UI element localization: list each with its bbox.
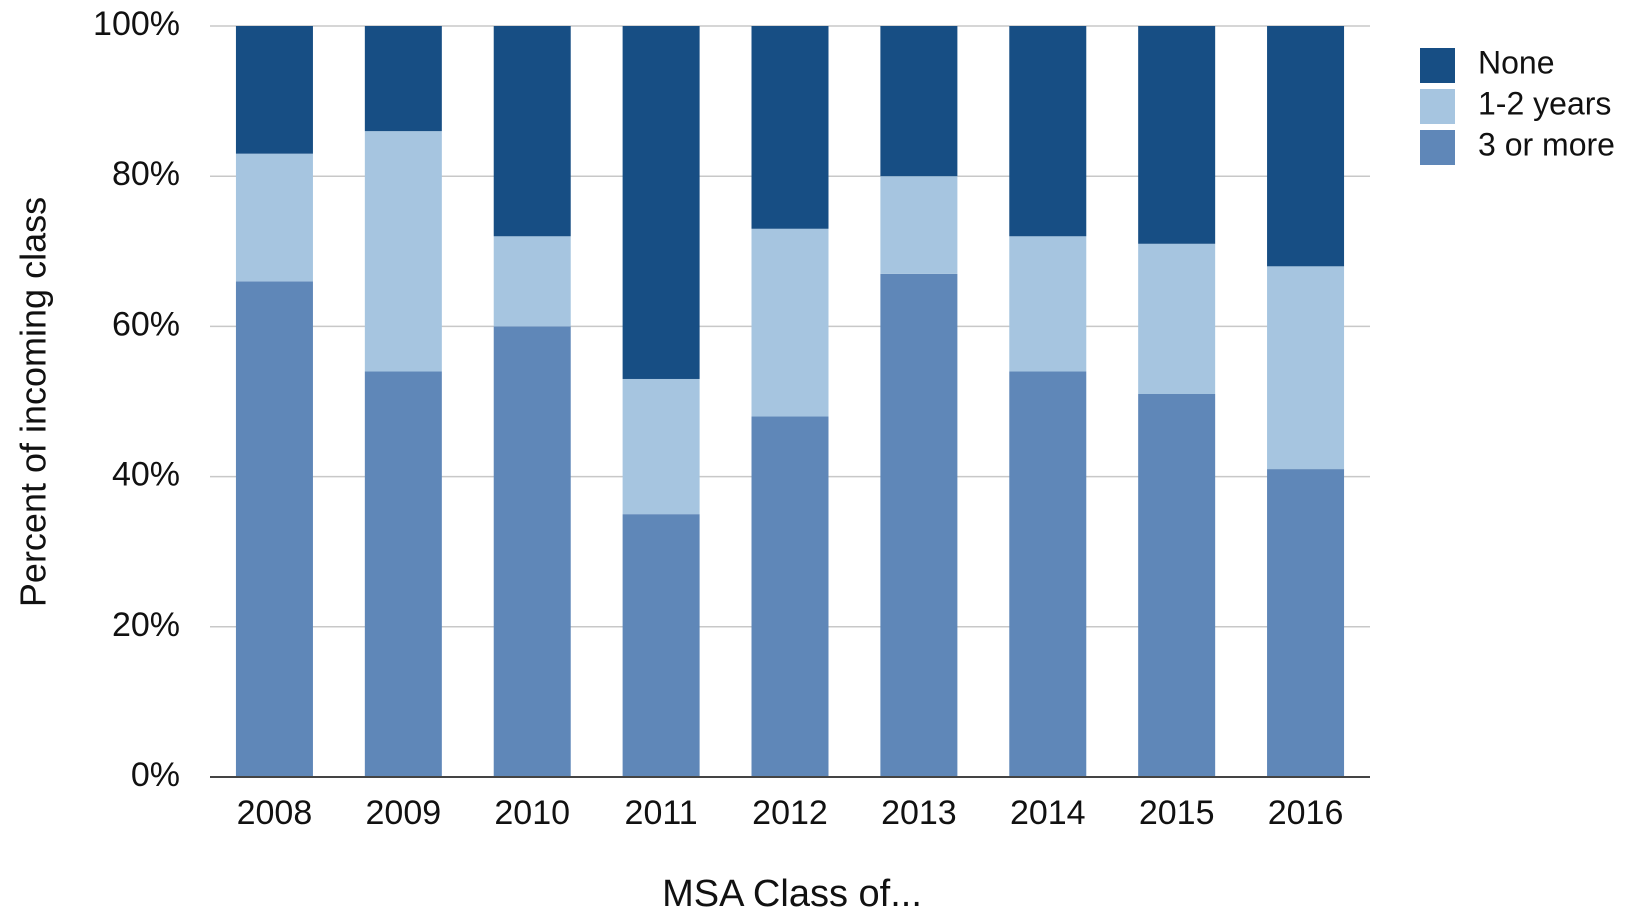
- x-tick-label: 2010: [494, 794, 570, 832]
- bar-segment: [751, 228, 829, 417]
- bar-segment: [880, 273, 958, 777]
- x-tick-label: 2009: [366, 794, 442, 832]
- bar-segment: [364, 371, 442, 777]
- x-tick-label: 2013: [881, 794, 957, 832]
- y-tick-label: 60%: [112, 305, 180, 343]
- x-tick-label: 2008: [237, 794, 313, 832]
- bar-segment: [493, 236, 571, 327]
- bar-segment: [880, 176, 958, 274]
- bar-segment: [751, 416, 829, 777]
- legend-label: 1-2 years: [1478, 85, 1611, 121]
- x-tick-label: 2012: [752, 794, 828, 832]
- y-tick-label: 100%: [93, 5, 180, 43]
- y-axis-title: Percent of incoming class: [13, 197, 54, 607]
- bar-segment: [880, 26, 958, 177]
- bar-segment: [364, 26, 442, 132]
- bar-segment: [235, 281, 313, 777]
- bar-segment: [235, 26, 313, 154]
- bar-segment: [1267, 26, 1345, 267]
- legend-swatch: [1420, 89, 1455, 124]
- bar-segment: [364, 131, 442, 372]
- bar-segment: [622, 514, 700, 777]
- x-tick-label: 2011: [625, 794, 698, 832]
- legend-swatch: [1420, 130, 1455, 165]
- bar-segment: [622, 26, 700, 379]
- legend-swatch: [1420, 48, 1455, 83]
- bar-segment: [493, 26, 571, 237]
- bar-segment: [1009, 236, 1087, 372]
- y-tick-label: 20%: [112, 606, 180, 644]
- bar-segment: [1267, 469, 1345, 777]
- bar-segment: [1009, 26, 1087, 237]
- bar-segment: [1267, 266, 1345, 470]
- x-tick-label: 2014: [1010, 794, 1086, 832]
- bar-segment: [1138, 26, 1216, 244]
- bar-segment: [751, 26, 829, 229]
- bar-segment: [493, 326, 571, 777]
- bar-segment: [1138, 393, 1216, 777]
- y-tick-label: 0%: [131, 756, 180, 794]
- bar-segment: [1009, 371, 1087, 777]
- legend-label: None: [1478, 44, 1555, 80]
- y-tick-label: 40%: [112, 456, 180, 494]
- y-tick-label: 80%: [112, 155, 180, 193]
- bar-segment: [235, 153, 313, 282]
- x-axis-title: MSA Class of...: [662, 873, 922, 913]
- legend-label: 3 or more: [1478, 126, 1615, 162]
- x-tick-label: 2016: [1268, 794, 1344, 832]
- x-tick-label: 2015: [1139, 794, 1215, 832]
- bar-segment: [622, 378, 700, 515]
- bar-segment: [1138, 243, 1216, 394]
